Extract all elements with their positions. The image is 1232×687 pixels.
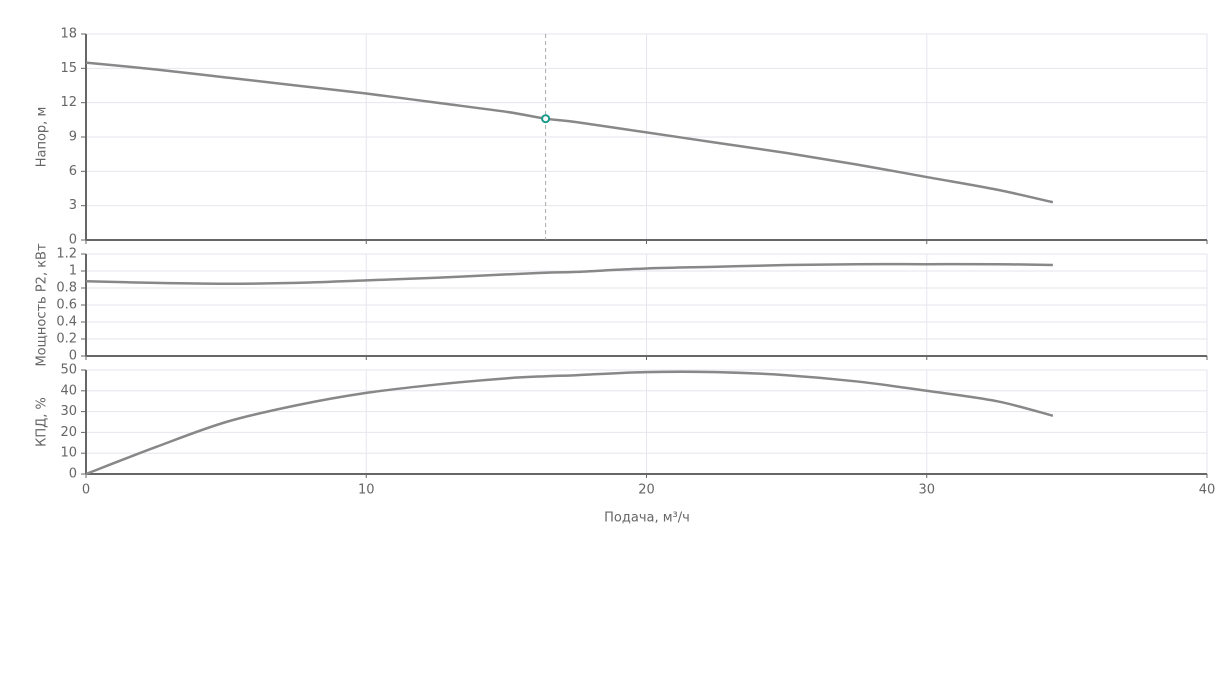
y-tick-label: 0.8 (56, 281, 77, 296)
curve (85, 370, 1054, 476)
curve (85, 262, 1053, 286)
y-tick-label: 0 (69, 233, 77, 248)
x-axis-label: Подача, м³/ч (604, 511, 690, 526)
y-tick-label: 0.6 (56, 298, 77, 313)
y-tick-label: 3 (69, 198, 77, 213)
y-tick-label: 9 (69, 130, 77, 145)
x-tick-label: 30 (918, 483, 935, 498)
y-tick-label: 1 (69, 264, 77, 279)
y-tick-label: 18 (60, 27, 77, 42)
x-tick-label: 0 (82, 483, 90, 498)
y-tick-label: 12 (60, 95, 77, 110)
x-tick-label: 40 (1199, 483, 1216, 498)
y-tick-label: 0.4 (56, 315, 77, 330)
y-tick-label: 0 (69, 467, 77, 482)
y-tick-label: 20 (60, 425, 77, 440)
y-tick-label: 1.2 (56, 247, 77, 262)
y-tick-label: 6 (69, 164, 77, 179)
y-tick-label: 50 (60, 363, 77, 378)
y-tick-label: 10 (60, 446, 77, 461)
y-tick-label: 0 (69, 349, 77, 364)
y-tick-label: 0.2 (56, 332, 77, 347)
curve (85, 61, 1054, 204)
y-tick-label: 15 (60, 61, 77, 76)
operating-point (541, 114, 551, 124)
y-axis-label: Напор, м (35, 107, 50, 168)
y-tick-label: 30 (60, 404, 77, 419)
x-tick-label: 10 (358, 483, 375, 498)
y-tick-label: 40 (60, 383, 77, 398)
y-axis-label: КПД, % (35, 397, 50, 447)
y-axis-label: Мощность P2, кВт (35, 243, 50, 367)
x-tick-label: 20 (638, 483, 655, 498)
